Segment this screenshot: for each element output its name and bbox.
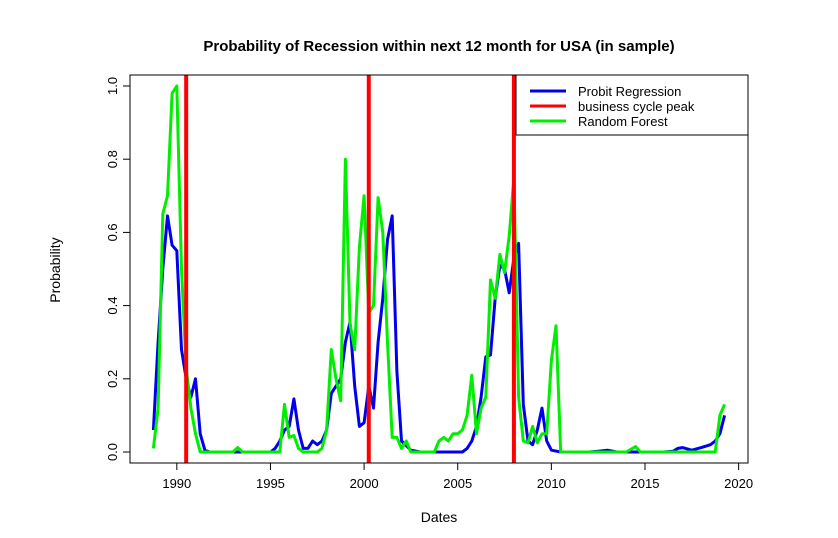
y-tick-label: 0.8	[105, 150, 120, 168]
x-tick-label: 2005	[443, 476, 472, 491]
legend-label-probit: Probit Regression	[578, 84, 681, 99]
x-tick-label: 2020	[724, 476, 753, 491]
y-tick-label: 0.0	[105, 443, 120, 461]
series-line-random-forest	[151, 84, 726, 454]
x-axis: 1990 1995 2000 2005 2010 2015 2020	[162, 462, 753, 491]
y-tick-label: 0.2	[105, 370, 120, 388]
business-cycle-peak-layer	[184, 75, 516, 463]
y-axis: 0.0 0.2 0.4 0.6 0.8 1.0	[105, 77, 131, 461]
y-axis-label: Probability	[47, 237, 63, 302]
series-layer	[151, 84, 727, 454]
y-tick-label: 1.0	[105, 77, 120, 95]
x-axis-label: Dates	[421, 509, 458, 525]
legend: Probit Regression business cycle peak Ra…	[515, 74, 749, 136]
x-tick-label: 2000	[350, 476, 379, 491]
x-tick-label: 2015	[631, 476, 660, 491]
x-tick-label: 2010	[537, 476, 566, 491]
series-line-probit-regression	[151, 214, 727, 454]
y-tick-label: 0.6	[105, 223, 120, 241]
x-tick-label: 1990	[162, 476, 191, 491]
legend-label-random-forest: Random Forest	[578, 114, 668, 129]
x-tick-label: 1995	[256, 476, 285, 491]
chart-title: Probability of Recession within next 12 …	[203, 38, 674, 55]
legend-label-business-cycle-peak: business cycle peak	[578, 99, 695, 114]
y-tick-label: 0.4	[105, 297, 120, 315]
